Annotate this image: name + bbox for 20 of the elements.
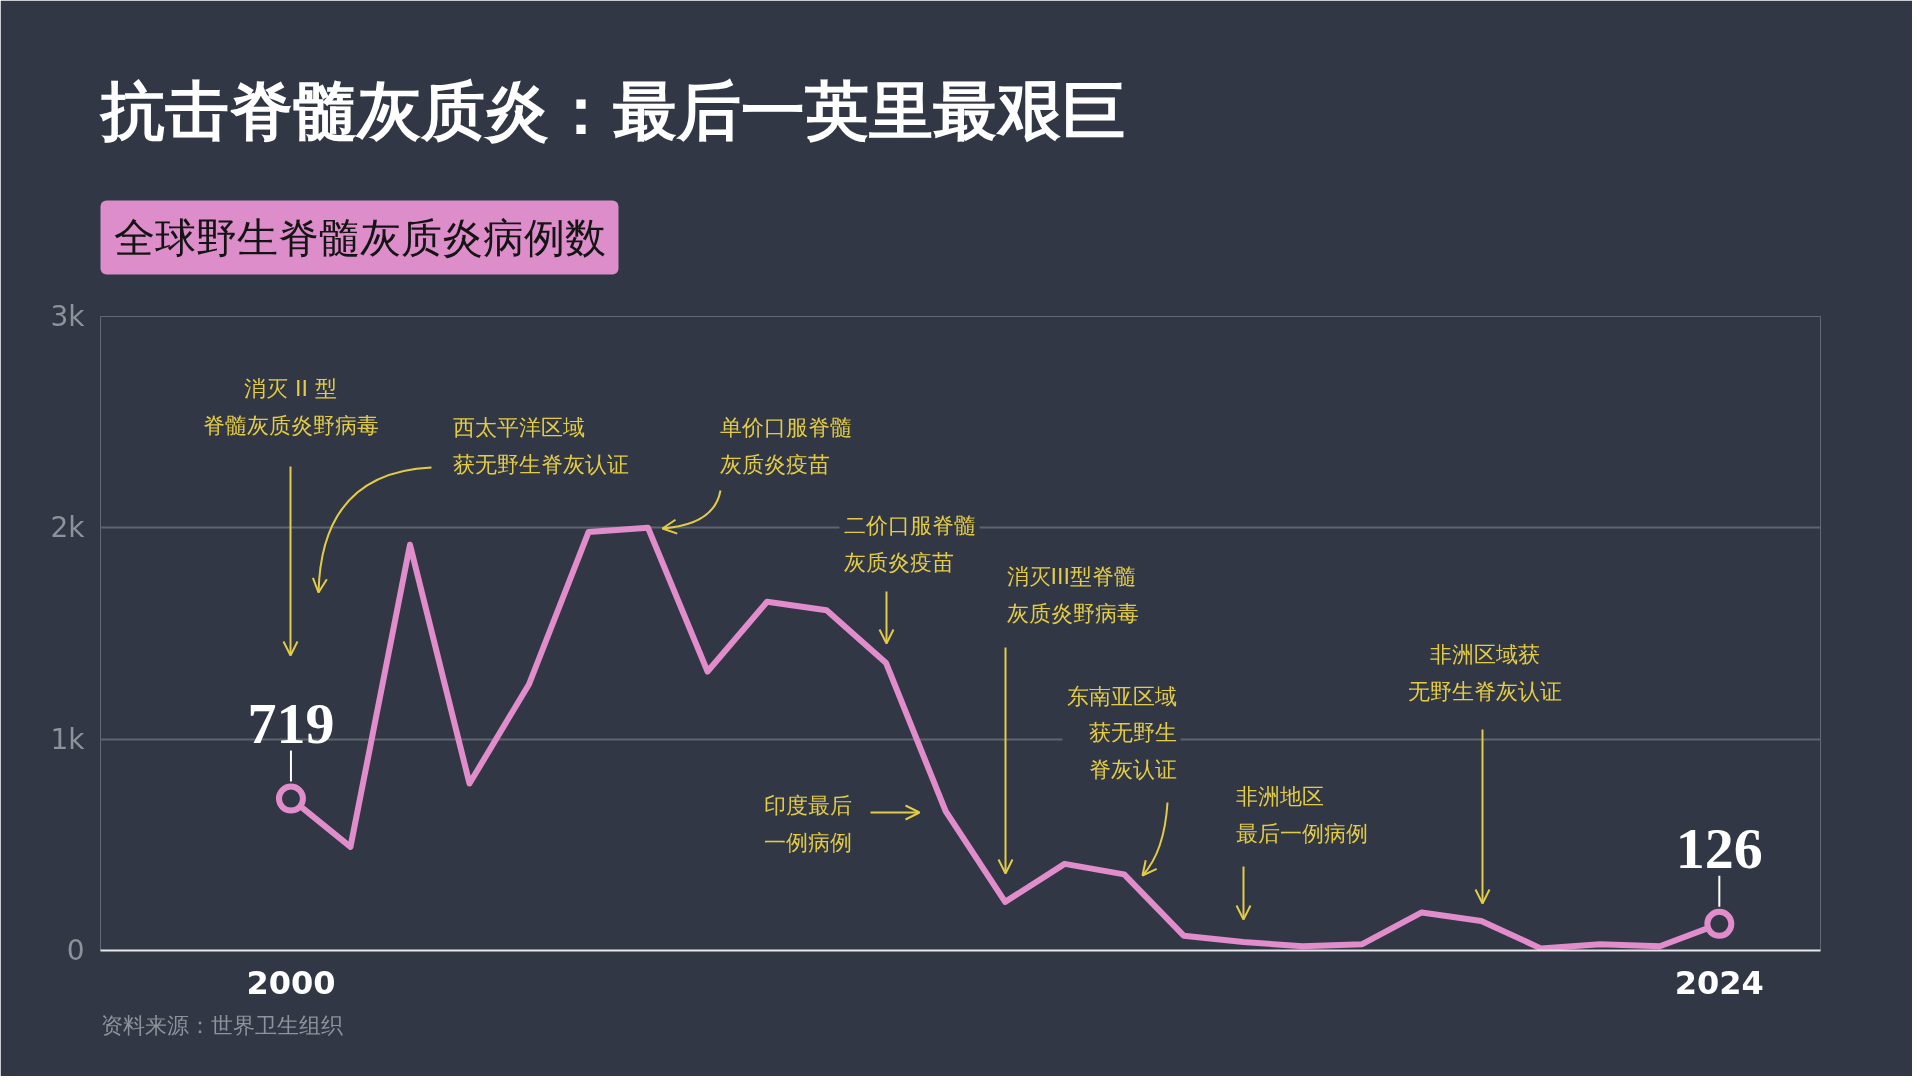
y-tick-label: 1k: [50, 722, 86, 756]
annotation: 西太平洋区域获无野生脊灰认证: [452, 415, 629, 477]
annotation: 东南亚区域获无野生脊灰认证: [1066, 684, 1177, 782]
x-tick-label: 2024: [1674, 963, 1764, 1002]
y-tick-label: 2k: [50, 511, 86, 545]
data-label: 719: [247, 690, 335, 756]
annotation: 单价口服脊髓灰质炎疫苗: [719, 415, 852, 477]
chart-title: 抗击脊髓灰质炎：最后一英里最艰巨: [98, 75, 1125, 147]
y-tick-label: 0: [66, 934, 85, 967]
x-tick-label: 2000: [246, 963, 336, 1002]
y-tick-label: 3k: [50, 300, 86, 333]
data-label: 126: [1675, 815, 1763, 881]
annotation: 消灭 II 型脊髓灰质炎野病毒: [202, 376, 379, 438]
annotation: 消灭III型脊髓灰质炎野病毒: [1006, 564, 1139, 626]
annotation: 非洲地区最后一例病例: [1235, 784, 1368, 846]
annotation: 非洲区域获无野生脊灰认证: [1407, 642, 1562, 704]
chart-subtitle: 全球野生脊髓灰质炎病例数: [113, 213, 606, 262]
annotation: 印度最后一例病例: [763, 793, 852, 855]
annotation: 二价口服脊髓灰质炎疫苗: [843, 513, 976, 575]
text: 资料来源：世界卫生组织: [100, 1012, 343, 1038]
